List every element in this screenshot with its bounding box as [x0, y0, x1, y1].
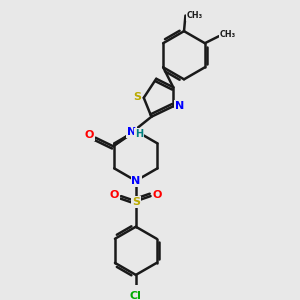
Text: O: O [153, 190, 162, 200]
Text: N: N [175, 101, 184, 111]
Text: CH₃: CH₃ [220, 30, 236, 39]
Text: CH₃: CH₃ [186, 11, 203, 20]
Text: S: S [132, 197, 140, 207]
Text: N: N [131, 176, 141, 186]
Text: Cl: Cl [130, 291, 142, 300]
Text: O: O [109, 190, 119, 200]
Text: N: N [127, 127, 136, 137]
Text: O: O [85, 130, 94, 140]
Text: S: S [134, 92, 142, 102]
Text: H: H [135, 129, 143, 139]
